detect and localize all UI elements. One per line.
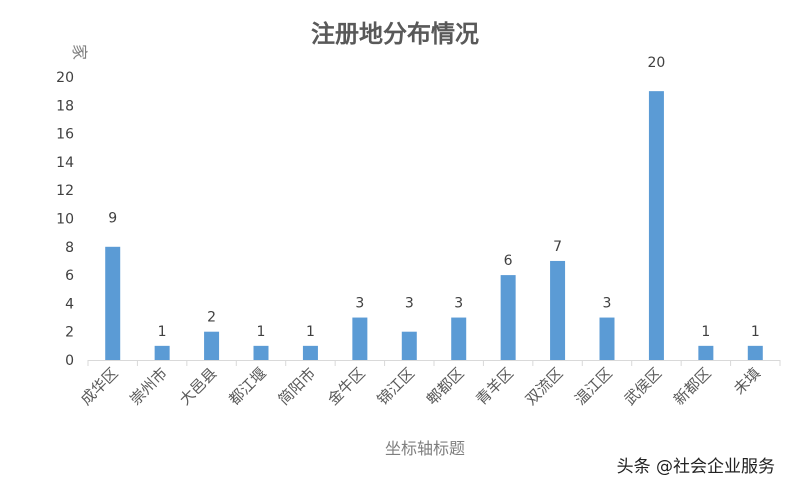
- bar-郫都区: [451, 317, 467, 360]
- x-tick-label: 双流区: [522, 364, 567, 409]
- bar-简阳市: [302, 345, 318, 360]
- data-label: 20: [648, 55, 666, 71]
- x-tick-label: 未填: [730, 364, 764, 398]
- data-label: 3: [405, 296, 414, 312]
- y-tick-label: 8: [65, 240, 74, 256]
- x-tick-label: 温江区: [571, 364, 616, 409]
- data-label: 1: [158, 324, 167, 340]
- y-tick-label: 14: [56, 155, 74, 171]
- bar-大邑县: [204, 331, 220, 360]
- x-tick-label: 简阳市: [275, 364, 320, 409]
- y-tick-label: 10: [56, 212, 74, 228]
- bar-武侯区: [648, 91, 664, 361]
- bar-未填: [747, 345, 763, 360]
- bar-金牛区: [352, 317, 368, 360]
- bar-锦江区: [401, 331, 417, 360]
- x-tick-label: 武侯区: [621, 364, 666, 409]
- x-tick-label: 成华区: [77, 364, 122, 409]
- data-label: 6: [504, 253, 513, 269]
- y-axis-label: 家: [70, 44, 89, 60]
- bar-新都区: [698, 345, 714, 360]
- bar-成华区: [105, 246, 121, 360]
- x-tick-label: 都江堰: [225, 364, 270, 409]
- data-label: 3: [603, 296, 612, 312]
- x-tick-label: 大邑县: [176, 364, 221, 409]
- data-label: 7: [553, 239, 562, 255]
- x-tick-label: 青羊区: [472, 364, 517, 409]
- data-label: 2: [207, 310, 216, 326]
- x-tick-label: 郫都区: [423, 364, 468, 409]
- y-tick-label: 18: [56, 98, 74, 114]
- data-label: 1: [701, 324, 710, 340]
- data-label: 3: [454, 296, 463, 312]
- bar-青羊区: [500, 275, 516, 360]
- y-tick-label: 2: [65, 325, 74, 341]
- data-label: 1: [306, 324, 315, 340]
- bar-都江堰: [253, 345, 269, 360]
- data-label: 9: [108, 211, 117, 227]
- x-tick-label: 崇州市: [126, 364, 171, 409]
- y-tick-label: 4: [65, 296, 74, 312]
- bar-崇州市: [154, 345, 170, 360]
- x-axis-label: 坐标轴标题: [385, 439, 465, 458]
- x-tick-label: 金牛区: [324, 364, 369, 409]
- data-label: 1: [257, 324, 266, 340]
- chart-title: 注册地分布情况: [311, 19, 479, 48]
- y-tick-label: 0: [65, 353, 74, 369]
- watermark: 头条 @社会企业服务: [616, 457, 775, 477]
- y-tick-label: 12: [56, 183, 74, 199]
- bar-双流区: [550, 260, 566, 360]
- y-tick-label: 16: [56, 127, 74, 143]
- data-label: 1: [751, 324, 760, 340]
- y-tick-label: 6: [65, 268, 74, 284]
- y-tick-label: 20: [56, 70, 74, 86]
- bar-温江区: [599, 317, 615, 360]
- data-label: 3: [355, 296, 364, 312]
- x-tick-label: 新都区: [670, 364, 715, 409]
- x-tick-label: 锦江区: [374, 364, 419, 409]
